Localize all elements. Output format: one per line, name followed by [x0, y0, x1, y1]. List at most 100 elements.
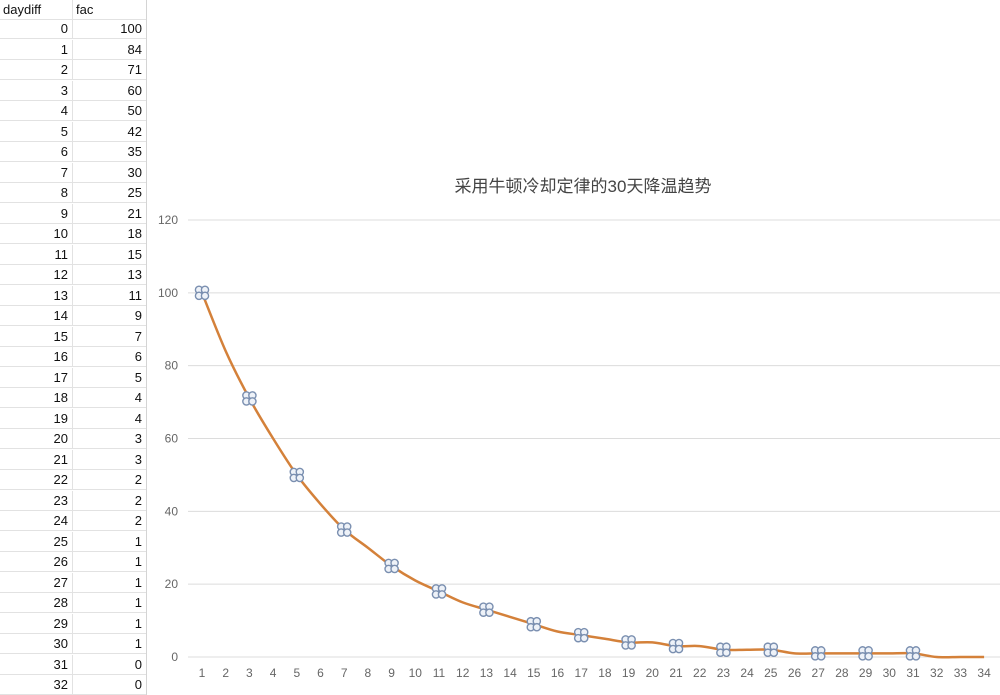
- cell-fac[interactable]: 2: [134, 492, 142, 508]
- cell-fac[interactable]: 42: [127, 123, 142, 139]
- data-point-marker: [289, 467, 305, 483]
- cell-daydiff[interactable]: 20: [0, 429, 73, 448]
- x-tick-label: 15: [527, 666, 541, 680]
- x-tick-label: 9: [388, 666, 395, 680]
- y-tick-label: 120: [158, 213, 178, 227]
- cell-daydiff[interactable]: 17: [0, 367, 73, 387]
- cell-fac[interactable]: 1: [134, 636, 142, 651]
- cell-daydiff[interactable]: 21: [0, 449, 73, 469]
- table-row: 17 5: [0, 367, 146, 388]
- cell-daydiff[interactable]: 10: [0, 224, 73, 243]
- column-header-daydiff[interactable]: daydiff: [0, 0, 73, 19]
- cell-daydiff[interactable]: 1: [0, 39, 73, 59]
- cell-daydiff[interactable]: 2: [0, 60, 73, 79]
- table-row: 23 2: [0, 490, 146, 511]
- cell-fac[interactable]: 84: [127, 41, 142, 57]
- cell-fac[interactable]: 2: [134, 513, 142, 528]
- table-row: 7 30: [0, 162, 146, 183]
- y-tick-label: 60: [165, 432, 179, 446]
- data-point-marker: [668, 638, 684, 654]
- cell-daydiff[interactable]: 32: [0, 675, 73, 694]
- cell-fac[interactable]: 25: [127, 185, 142, 200]
- cell-daydiff[interactable]: 11: [0, 244, 73, 264]
- spreadsheet-table: daydiff fac 0 100 1 84 2 71 3 60 4 50 5 42 6 35 7 30 8 25…: [0, 0, 147, 695]
- cell-daydiff[interactable]: 18: [0, 388, 73, 407]
- cell-daydiff[interactable]: 13: [0, 285, 73, 305]
- cell-fac[interactable]: 3: [134, 451, 142, 467]
- table-row: 1 84: [0, 39, 146, 60]
- cell-fac[interactable]: 9: [134, 308, 142, 323]
- cell-daydiff[interactable]: 31: [0, 654, 73, 674]
- cell-fac[interactable]: 71: [127, 62, 142, 77]
- x-tick-label: 10: [409, 666, 423, 680]
- cell-fac[interactable]: 30: [127, 164, 142, 180]
- cell-daydiff[interactable]: 15: [0, 326, 73, 346]
- chart-title: 采用牛顿冷却定律的30天降温趋势: [455, 177, 712, 196]
- cell-daydiff[interactable]: 27: [0, 572, 73, 592]
- cell-fac[interactable]: 0: [134, 656, 142, 672]
- table-row: 10 18: [0, 224, 146, 244]
- data-point-marker: [384, 558, 399, 574]
- x-tick-label: 5: [293, 666, 300, 680]
- cell-daydiff[interactable]: 26: [0, 552, 73, 571]
- cell-daydiff[interactable]: 14: [0, 306, 73, 325]
- x-tick-label: 31: [906, 666, 920, 680]
- cell-daydiff[interactable]: 0: [0, 19, 73, 38]
- cell-daydiff[interactable]: 7: [0, 162, 73, 182]
- cell-daydiff[interactable]: 4: [0, 101, 73, 120]
- cell-daydiff[interactable]: 9: [0, 203, 73, 223]
- table-row: 25 1: [0, 531, 146, 552]
- cell-fac[interactable]: 100: [120, 21, 142, 36]
- cell-daydiff[interactable]: 12: [0, 265, 73, 284]
- cell-daydiff[interactable]: 19: [0, 408, 73, 428]
- cell-fac[interactable]: 3: [134, 431, 142, 446]
- cell-daydiff[interactable]: 22: [0, 470, 73, 489]
- cell-fac[interactable]: 0: [134, 677, 142, 692]
- data-point-marker: [526, 616, 542, 632]
- cell-daydiff[interactable]: 28: [0, 593, 73, 612]
- cell-daydiff[interactable]: 6: [0, 142, 73, 161]
- data-point-marker: [716, 642, 731, 658]
- x-tick-label: 25: [764, 666, 778, 680]
- cell-fac[interactable]: 11: [128, 287, 143, 303]
- x-tick-label: 20: [646, 666, 660, 680]
- y-tick-label: 100: [158, 286, 178, 300]
- data-point-marker: [763, 642, 779, 658]
- cell-fac[interactable]: 5: [134, 369, 142, 385]
- cell-daydiff[interactable]: 5: [0, 121, 73, 141]
- table-row: 30 1: [0, 634, 146, 654]
- data-point-marker: [905, 646, 921, 661]
- cell-daydiff[interactable]: 30: [0, 634, 73, 653]
- data-point-marker: [242, 391, 257, 406]
- cell-fac[interactable]: 1: [134, 595, 142, 610]
- cell-fac[interactable]: 35: [127, 144, 142, 159]
- x-tick-label: 7: [341, 666, 348, 680]
- cell-daydiff[interactable]: 23: [0, 490, 73, 510]
- cell-fac[interactable]: 13: [127, 267, 142, 282]
- table-row: 11 15: [0, 244, 146, 265]
- cell-daydiff[interactable]: 25: [0, 531, 73, 551]
- cell-fac[interactable]: 21: [127, 205, 142, 221]
- cell-fac[interactable]: 4: [134, 390, 142, 405]
- cell-fac[interactable]: 50: [127, 103, 142, 118]
- cell-daydiff[interactable]: 3: [0, 80, 73, 100]
- cell-fac[interactable]: 4: [134, 410, 142, 426]
- cell-fac[interactable]: 15: [127, 246, 142, 262]
- cell-fac[interactable]: 1: [134, 615, 142, 631]
- x-axis: 1 2 3 4 5 6 7 8 9 10 11 12 13 14 15 16 17 18 19 20 21 22 23 24 2…: [199, 666, 991, 680]
- column-header-fac[interactable]: fac: [76, 2, 94, 17]
- cell-fac[interactable]: 6: [134, 349, 142, 364]
- cell-fac[interactable]: 1: [134, 533, 142, 549]
- cell-daydiff[interactable]: 29: [0, 613, 73, 633]
- cell-fac[interactable]: 2: [134, 472, 142, 487]
- cell-fac[interactable]: 1: [134, 554, 142, 569]
- cell-daydiff[interactable]: 8: [0, 183, 73, 202]
- cell-daydiff[interactable]: 24: [0, 511, 73, 530]
- x-tick-label: 32: [930, 666, 944, 680]
- table-row: 9 21: [0, 203, 146, 224]
- cell-fac[interactable]: 60: [127, 82, 142, 98]
- cell-daydiff[interactable]: 16: [0, 347, 73, 366]
- cell-fac[interactable]: 7: [134, 328, 142, 344]
- cell-fac[interactable]: 18: [127, 226, 142, 241]
- cell-fac[interactable]: 1: [134, 574, 142, 590]
